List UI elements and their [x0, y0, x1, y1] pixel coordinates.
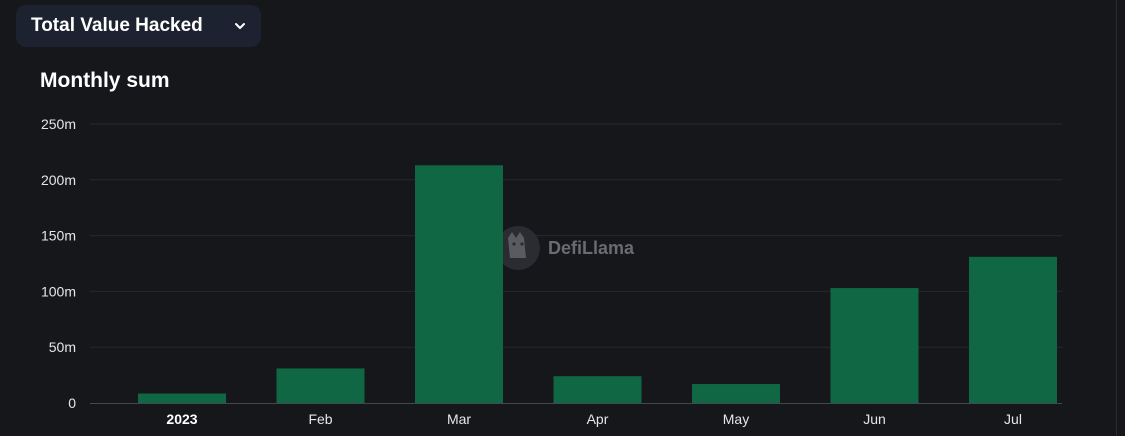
x-tick-label: Feb	[308, 411, 332, 427]
bar-jun[interactable]	[830, 288, 919, 403]
bar-2023[interactable]	[138, 393, 226, 403]
y-tick-label: 50m	[49, 339, 76, 355]
bar-mar[interactable]	[415, 165, 503, 403]
y-tick-label: 250m	[41, 116, 76, 132]
bars	[138, 165, 1057, 403]
bar-may[interactable]	[692, 384, 780, 403]
x-tick-label: May	[723, 411, 749, 427]
x-tick-label: Apr	[587, 411, 609, 427]
y-tick-label: 100m	[41, 283, 76, 299]
x-axis-ticks: 2023 Feb Mar Apr May Jun Jul	[166, 411, 1022, 427]
bar-jul[interactable]	[969, 256, 1057, 403]
x-tick-label: Jul	[1004, 411, 1022, 427]
metric-dropdown-label: Total Value Hacked	[31, 15, 203, 36]
x-tick-label: Jun	[863, 411, 886, 427]
y-tick-label: 200m	[41, 172, 76, 188]
chevron-down-icon	[235, 23, 245, 29]
x-tick-label: Mar	[447, 411, 471, 427]
bar-feb[interactable]	[276, 368, 365, 403]
defillama-watermark: DefiLlama	[496, 226, 635, 270]
y-tick-label: 0	[68, 395, 76, 411]
chart-title: Monthly sum	[40, 69, 170, 92]
bar-apr[interactable]	[553, 376, 642, 403]
x-tick-label: 2023	[166, 411, 197, 427]
metric-dropdown[interactable]: Total Value Hacked	[16, 5, 261, 47]
llama-logo-icon	[496, 226, 540, 270]
panel-edge	[1116, 0, 1117, 436]
watermark-text: DefiLlama	[548, 238, 635, 258]
y-tick-label: 150m	[41, 228, 76, 244]
y-axis-ticks: 0 50m 100m 150m 200m 250m	[41, 116, 76, 411]
